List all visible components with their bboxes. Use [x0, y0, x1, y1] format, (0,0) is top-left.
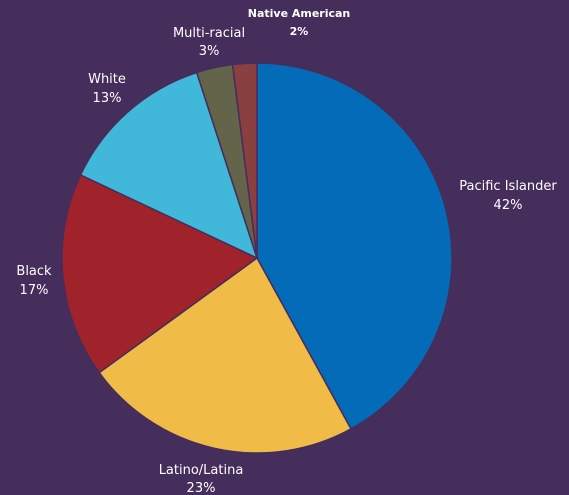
pie-slice-native-american: [231, 62, 258, 259]
slice-value-multi-racial: 3%: [199, 44, 220, 59]
slice-value-white: 13%: [93, 91, 122, 106]
pie-slices: [61, 62, 453, 454]
pie-slice-black: [61, 173, 259, 374]
label-black: Black 17%: [16, 264, 52, 298]
label-multi-racial: Multi-racial 3%: [173, 26, 245, 59]
slice-label-pacific-islander: Pacific Islander: [459, 179, 557, 194]
label-native-american: Native American 2%: [248, 7, 351, 38]
slice-value-black: 17%: [20, 283, 49, 298]
slice-value-latino-latina: 23%: [187, 481, 216, 495]
label-white: White 13%: [88, 72, 126, 106]
slice-label-latino-latina: Latino/Latina: [159, 463, 244, 478]
slice-label-native-american: Native American: [248, 7, 351, 20]
label-pacific-islander: Pacific Islander 42%: [459, 179, 557, 213]
pie-slice-pacific-islander: [256, 62, 453, 430]
slice-value-native-american: 2%: [290, 25, 309, 38]
slice-value-pacific-islander: 42%: [494, 198, 523, 213]
slice-label-multi-racial: Multi-racial: [173, 26, 245, 41]
pie-slice-latino-latina: [98, 256, 352, 454]
slice-label-white: White: [88, 72, 126, 87]
slice-label-black: Black: [16, 264, 52, 279]
pie-slice-white: [79, 71, 259, 260]
label-latino-latina: Latino/Latina 23%: [159, 463, 244, 495]
